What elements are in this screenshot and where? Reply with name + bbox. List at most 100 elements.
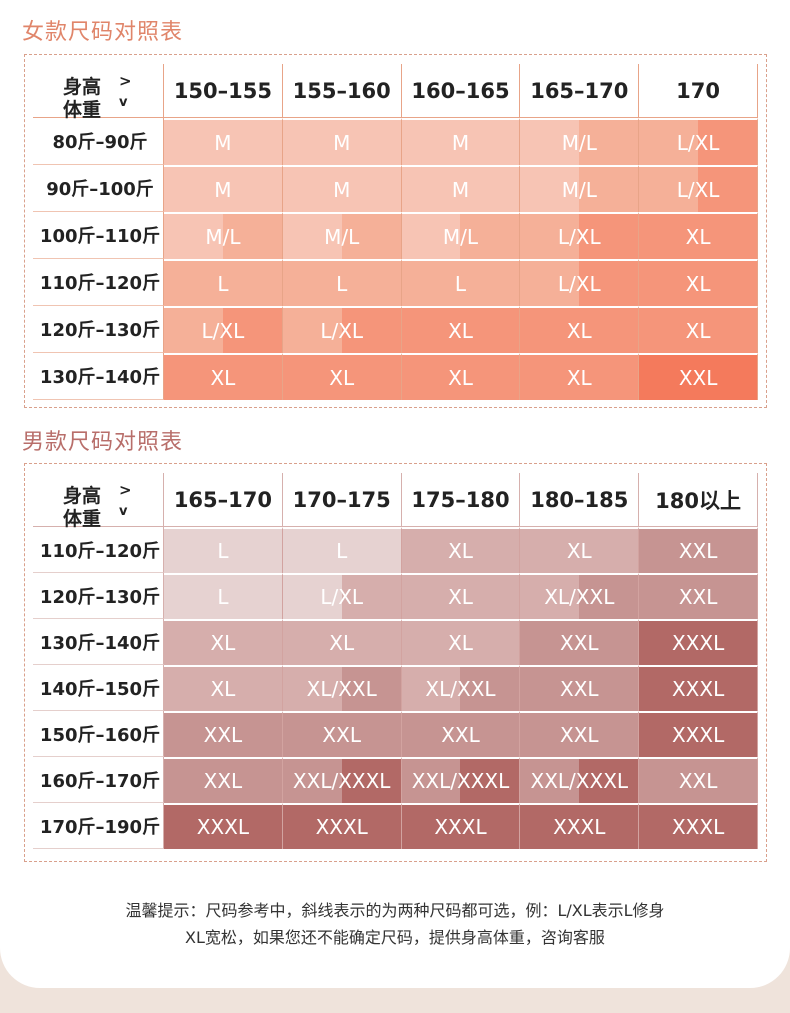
size-value: XXL/XXXL <box>292 769 391 793</box>
table-row: 160斤–170斤 XXL XXL/XXXL XXL/XXXL XXL/XXXL XXL <box>33 757 758 803</box>
women-height-header: 160–165 <box>401 64 521 118</box>
size-value: XXXL <box>196 815 250 839</box>
men-height-header: 180–185 <box>520 473 640 527</box>
size-cell: XXXL <box>639 711 758 757</box>
height-label: 身高 <box>63 76 102 98</box>
table-row: 80斤–90斤 M M M M/L L/XL <box>33 118 758 165</box>
size-cell: XXXL <box>639 619 758 665</box>
women-header-row: 身高 > 体重 v 150–155 155–160 160–165 165–170 17… <box>33 64 758 121</box>
size-value: L <box>336 539 348 563</box>
size-cell: XXXL <box>282 803 402 849</box>
women-weight-label: 100斤–110斤 <box>33 212 164 259</box>
size-cell: XXXL <box>164 803 283 849</box>
size-value: XL <box>210 677 236 701</box>
size-cell: L/XL <box>520 259 640 306</box>
table-row: 130斤–140斤 XL XL XL XXL XXXL <box>33 619 758 665</box>
size-value: XL <box>566 539 592 563</box>
size-value: XXXL <box>671 677 725 701</box>
men-weight-label: 140斤–150斤 <box>33 665 164 711</box>
size-cell: XL/XXL <box>401 665 521 711</box>
size-value: XL <box>210 631 236 655</box>
size-value: L/XL <box>201 318 245 343</box>
table-row: 100斤–110斤 M/L M/L M/L L/XL XL <box>33 212 758 259</box>
women-size-chart-title: 女款尺码对照表 <box>22 20 184 45</box>
table-row: 110斤–120斤 L L XL XL XXL <box>33 527 758 573</box>
size-cell: XL <box>164 619 283 665</box>
men-height-header: 165–170 <box>164 473 283 527</box>
men-size-chart-title: 男款尺码对照表 <box>22 430 184 455</box>
men-weight-label: 160斤–170斤 <box>33 757 164 803</box>
men-corner-header: 身高 > 体重 v <box>33 473 164 530</box>
size-value: M <box>333 130 351 155</box>
men-weight-label: 170斤–190斤 <box>33 803 164 849</box>
size-value: XL <box>329 365 355 390</box>
size-cell: XXL <box>520 619 640 665</box>
size-value: XL <box>210 365 236 390</box>
size-value: XXXL <box>553 815 606 839</box>
size-value: XXL <box>322 723 361 747</box>
size-value: XXXL <box>434 815 487 839</box>
weight-arrow-icon: v <box>119 504 128 519</box>
women-size-chart-frame: 身高 > 体重 v 150–155 155–160 160–165 165–170 17… <box>24 54 767 408</box>
size-value: XXL <box>203 769 243 793</box>
size-cell: L/XL <box>282 573 402 619</box>
size-value: M <box>214 130 232 155</box>
size-cell: L <box>164 527 283 573</box>
size-value: XXL/XXXL <box>411 769 510 793</box>
women-height-header: 170 <box>639 64 758 118</box>
weight-label: 体重 <box>63 99 102 121</box>
size-cell: M/L <box>520 165 640 212</box>
size-cell: XL <box>520 353 640 400</box>
table-row: 150斤–160斤 XXL XXL XXL XXL XXXL <box>33 711 758 757</box>
size-cell: XXL/XXXL <box>282 757 402 803</box>
size-cell: XXL <box>520 665 640 711</box>
size-value: XL <box>448 539 473 563</box>
size-cell: XXXL <box>639 665 758 711</box>
size-cell: L <box>282 527 402 573</box>
size-cell: XL <box>401 573 521 619</box>
men-weight-label: 130斤–140斤 <box>33 619 164 665</box>
size-cell: L/XL <box>639 165 758 212</box>
size-cell: M/L <box>164 212 283 259</box>
size-value: M/L <box>442 224 479 249</box>
size-cell: L <box>282 259 402 306</box>
size-value: XXL <box>560 677 599 701</box>
table-row: 140斤–150斤 XL XL/XXL XL/XXL XXL XXXL <box>33 665 758 711</box>
size-cell: M <box>282 118 402 165</box>
table-row: 90斤–100斤 M M M M/L L/XL <box>33 165 758 212</box>
size-cell: L/XL <box>639 118 758 165</box>
size-value: XL <box>566 318 592 343</box>
size-cell: M <box>282 165 402 212</box>
size-value: L/XL <box>557 224 601 249</box>
size-cell: XL <box>401 306 521 353</box>
women-size-table: 身高 > 体重 v 150–155 155–160 160–165 165–170 17… <box>33 64 758 400</box>
size-cell: L <box>164 259 283 306</box>
size-cell: XXL <box>164 711 283 757</box>
size-cell: L <box>164 573 283 619</box>
size-value: XL/XXL <box>425 677 496 701</box>
size-cell: XL <box>401 619 521 665</box>
weight-label: 体重 <box>63 508 102 530</box>
table-row: 130斤–140斤 XL XL XL XL XXL <box>33 353 758 400</box>
size-cell: M <box>401 165 521 212</box>
men-weight-label: 110斤–120斤 <box>33 527 164 573</box>
size-cell: XXL/XXXL <box>520 757 640 803</box>
size-cell: M/L <box>282 212 402 259</box>
men-weight-label: 120斤–130斤 <box>33 573 164 619</box>
size-cell: M <box>164 165 283 212</box>
women-weight-label: 90斤–100斤 <box>33 165 164 212</box>
size-cell: L <box>401 259 521 306</box>
size-value: M <box>451 130 470 155</box>
men-header-row: 身高 > 体重 v 165–170 170–175 175–180 180–185 18… <box>33 473 758 530</box>
size-value: M/L <box>205 224 241 249</box>
women-weight-label: 130斤–140斤 <box>33 353 164 400</box>
size-cell: XXL <box>164 757 283 803</box>
size-value: L/XL <box>676 130 720 155</box>
table-row: 120斤–130斤 L L/XL XL XL/XXL XXL <box>33 573 758 619</box>
size-value: L/XL <box>320 585 364 609</box>
size-value: XXL <box>678 769 718 793</box>
size-value: L <box>217 539 229 563</box>
size-value: XXL <box>560 631 599 655</box>
size-cell: XXXL <box>639 803 758 849</box>
size-value: L <box>336 271 348 296</box>
